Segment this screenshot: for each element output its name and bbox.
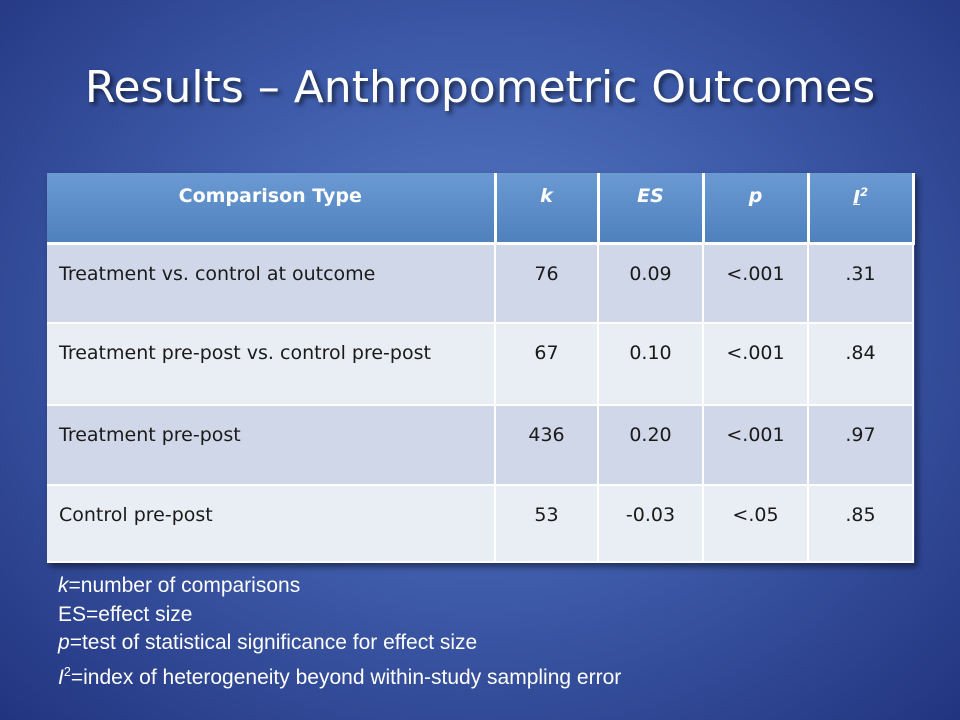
header-text: Comparison Type xyxy=(178,185,362,207)
value-cell: 76 xyxy=(495,243,599,324)
table-row: Treatment vs. control at outcome 76 0.09 <.… xyxy=(47,243,914,324)
note-line: k=number of comparisons xyxy=(58,572,621,601)
label-cell: Treatment pre-post vs. control pre-post xyxy=(47,323,496,406)
value-cell: 0.09 xyxy=(598,243,704,324)
table-row: Treatment pre-post vs. control pre-post 6… xyxy=(47,323,914,406)
note-text: =index of heterogeneity beyond within-st… xyxy=(70,665,622,689)
value-cell: 67 xyxy=(495,323,599,406)
header-text: ES xyxy=(637,185,664,207)
value-cell: .31 xyxy=(808,243,914,324)
table-row: Treatment pre-post 436 0.20 <.001.97 xyxy=(47,405,914,486)
note-text: =test of statistical significance for ef… xyxy=(69,631,478,654)
value-cell: <.001 xyxy=(703,243,809,324)
header-text: I xyxy=(852,186,861,209)
header-superscript: 2 xyxy=(860,185,868,199)
slide-title: Results – Anthropometric Outcomes xyxy=(84,62,876,113)
value-cell: <.05 xyxy=(703,485,809,563)
note-term: p xyxy=(58,631,70,654)
value-cell: .97 xyxy=(808,405,914,486)
header-cell: k xyxy=(495,173,600,245)
note-line: p=test of statistical significance for e… xyxy=(58,629,621,658)
note-term: k xyxy=(58,574,69,597)
note-text: ES=effect size xyxy=(58,602,193,626)
value-cell: 0.20 xyxy=(598,405,704,486)
value-cell: -0.03 xyxy=(598,485,704,563)
note-text: =number of comparisons xyxy=(68,574,301,597)
note-line: I2=index of heterogeneity beyond within-… xyxy=(58,658,621,693)
label-cell: Treatment pre-post xyxy=(47,405,496,486)
header-text: k xyxy=(540,185,553,207)
value-cell: .84 xyxy=(808,323,914,406)
header-text: p xyxy=(748,185,763,207)
note-superscript: 2 xyxy=(63,664,71,679)
label-cell: Control pre-post xyxy=(47,485,496,563)
header-cell: p xyxy=(703,173,810,245)
header-row: Comparison Type k ES p I2 xyxy=(47,173,915,245)
header-cell: ES xyxy=(598,173,705,245)
results-table: Comparison Type k ES p I2 Treatment vs. cont… xyxy=(47,173,915,563)
value-cell: 0.10 xyxy=(598,323,704,406)
value-cell: <.001 xyxy=(703,405,809,486)
value-cell: .85 xyxy=(808,485,914,563)
table-row: Control pre-post 53 -0.03 <.05.85 xyxy=(47,485,914,563)
value-cell: 53 xyxy=(495,485,599,563)
header-cell: I2 xyxy=(808,173,915,245)
value-cell: <.001 xyxy=(703,323,809,406)
note-line: ES=effect size xyxy=(58,601,621,630)
label-cell: Treatment vs. control at outcome xyxy=(47,243,496,324)
value-cell: 436 xyxy=(495,405,599,486)
notes: k=number of comparisons ES=effect size p=t… xyxy=(58,572,621,692)
header-cell: Comparison Type xyxy=(47,173,497,245)
note-term: I xyxy=(58,665,64,689)
